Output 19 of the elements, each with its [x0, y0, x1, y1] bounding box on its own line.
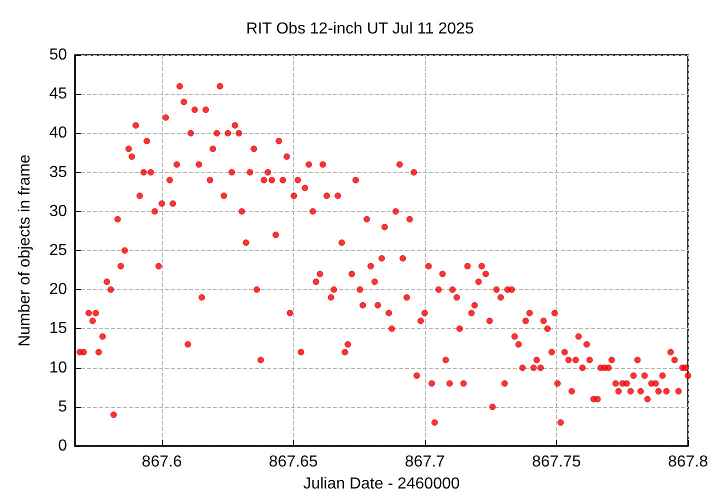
y-tick-label: 25: [49, 242, 68, 259]
x-axis-title: Julian Date - 2460000: [303, 476, 460, 492]
y-tick-label: 10: [49, 359, 68, 376]
x-tick-label: 867.6: [142, 454, 182, 470]
y-tick-label: 0: [58, 438, 68, 454]
x-tick-label: 867.7: [404, 454, 446, 470]
y-tick-label: 40: [49, 124, 68, 142]
y-axis-title: Number of objects in frame: [16, 154, 34, 347]
y-tick-label: 45: [49, 86, 68, 103]
x-tick-label: 867.8: [668, 454, 708, 470]
y-tick-label: 5: [58, 398, 68, 416]
y-tick-label: 30: [49, 202, 68, 220]
chart-title: RIT Obs 12-inch UT Jul 11 2025: [246, 20, 474, 38]
y-tick-label: 35: [49, 164, 68, 181]
y-tick-label: 20: [49, 281, 68, 298]
x-tick-label: 867.65: [268, 454, 318, 470]
y-tick-label: 15: [49, 320, 68, 338]
x-tick-label: 867.75: [532, 454, 582, 470]
y-tick-label: 50: [49, 46, 68, 64]
